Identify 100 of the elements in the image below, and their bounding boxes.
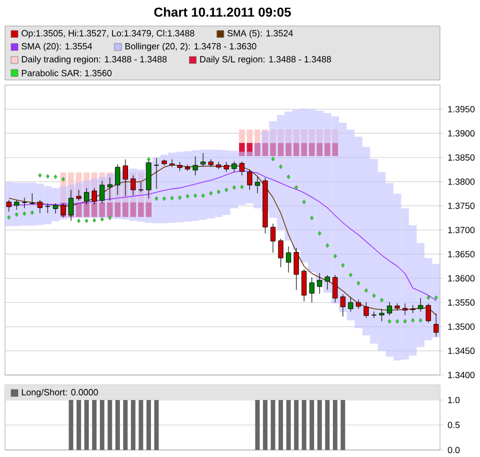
legend-label: Bollinger (20, 2): 1.3478 - 1.3630 bbox=[125, 42, 256, 52]
point bbox=[294, 185, 298, 190]
bar bbox=[60, 172, 66, 202]
bar bbox=[316, 143, 322, 156]
bar bbox=[339, 122, 347, 312]
legend-label: Daily S/L region: 1.3488 - 1.3488 bbox=[200, 56, 331, 64]
point bbox=[100, 217, 104, 222]
candlestick bbox=[278, 238, 284, 268]
bar bbox=[286, 143, 292, 156]
point bbox=[388, 319, 392, 324]
point bbox=[14, 212, 18, 217]
candlestick bbox=[192, 156, 198, 176]
point bbox=[22, 211, 26, 216]
bar bbox=[122, 202, 128, 217]
bar bbox=[246, 143, 253, 156]
bar bbox=[293, 129, 300, 143]
candlestick bbox=[402, 303, 408, 316]
bar bbox=[408, 225, 417, 356]
point bbox=[403, 319, 407, 324]
bar bbox=[332, 143, 338, 156]
bar bbox=[199, 150, 207, 220]
point bbox=[318, 231, 322, 236]
legend-label: Parabolic SAR: 1.3560 bbox=[22, 70, 112, 76]
y-tick-label: 1.3600 bbox=[448, 275, 475, 282]
bar bbox=[206, 150, 215, 218]
bar bbox=[331, 116, 340, 304]
bar bbox=[301, 143, 307, 156]
bar bbox=[137, 170, 145, 222]
bar bbox=[176, 152, 184, 222]
candlestick bbox=[184, 164, 190, 172]
point bbox=[348, 272, 352, 278]
point bbox=[364, 288, 368, 293]
bar bbox=[138, 202, 144, 217]
bar bbox=[168, 152, 176, 223]
point bbox=[178, 195, 182, 200]
point bbox=[54, 174, 58, 180]
candlestick bbox=[426, 303, 431, 324]
candlestick bbox=[356, 299, 362, 310]
point bbox=[154, 196, 158, 201]
candlestick bbox=[371, 311, 377, 318]
y-tick-label: 1.3700 bbox=[448, 226, 475, 234]
point bbox=[7, 215, 11, 220]
point bbox=[170, 196, 174, 200]
candlestick bbox=[6, 200, 12, 212]
bar bbox=[278, 143, 284, 156]
bar bbox=[239, 129, 245, 143]
bar bbox=[254, 143, 260, 156]
bar bbox=[301, 129, 307, 143]
candlestick bbox=[348, 296, 354, 312]
candlestick bbox=[239, 161, 244, 176]
point bbox=[108, 216, 112, 220]
bar bbox=[332, 129, 338, 143]
y-tick-label: 0.0 bbox=[448, 446, 460, 454]
point bbox=[411, 318, 415, 323]
point bbox=[372, 293, 376, 298]
bar bbox=[239, 143, 245, 156]
bar bbox=[246, 129, 253, 143]
candlestick bbox=[379, 308, 384, 322]
bar bbox=[323, 113, 332, 293]
bar bbox=[222, 150, 230, 216]
bar bbox=[324, 143, 330, 156]
candlestick bbox=[29, 192, 35, 205]
y-tick-label: 1.3900 bbox=[448, 130, 475, 137]
y-tick-label: 1.3750 bbox=[448, 202, 475, 210]
point bbox=[186, 194, 190, 198]
bar bbox=[416, 243, 424, 347]
bar bbox=[284, 112, 292, 241]
bar bbox=[308, 129, 315, 143]
legend-label: SMA (5): 1.3524 bbox=[227, 30, 293, 38]
point bbox=[209, 191, 213, 196]
bar bbox=[393, 194, 402, 360]
candlestick bbox=[177, 162, 182, 172]
point bbox=[38, 173, 42, 178]
bar bbox=[316, 129, 322, 143]
bar bbox=[130, 202, 136, 217]
candlestick bbox=[340, 294, 346, 317]
y-tick-label: 1.3400 bbox=[448, 372, 475, 378]
candlestick bbox=[200, 152, 206, 167]
bar bbox=[146, 202, 152, 217]
candlestick bbox=[294, 248, 299, 290]
bar bbox=[106, 202, 113, 217]
bar bbox=[324, 129, 330, 143]
point bbox=[426, 295, 430, 300]
bar bbox=[254, 143, 262, 208]
candlestick bbox=[364, 302, 369, 318]
point bbox=[194, 193, 198, 198]
bar bbox=[214, 150, 222, 217]
candlestick bbox=[418, 298, 424, 312]
candlestick bbox=[14, 200, 20, 210]
candlestick bbox=[52, 203, 58, 214]
candlestick bbox=[224, 162, 229, 172]
bar bbox=[346, 129, 355, 320]
candlestick bbox=[286, 246, 292, 273]
bar bbox=[269, 121, 277, 218]
y-tick-label: 1.3950 bbox=[448, 106, 475, 112]
point bbox=[146, 157, 150, 162]
legend-label: Op:1.3505, Hi:1.3527, Lo:1.3479, Cl:1.3488 bbox=[22, 30, 194, 38]
bar bbox=[386, 183, 394, 357]
bar bbox=[254, 129, 260, 143]
y-tick-label: 1.3650 bbox=[448, 250, 475, 258]
